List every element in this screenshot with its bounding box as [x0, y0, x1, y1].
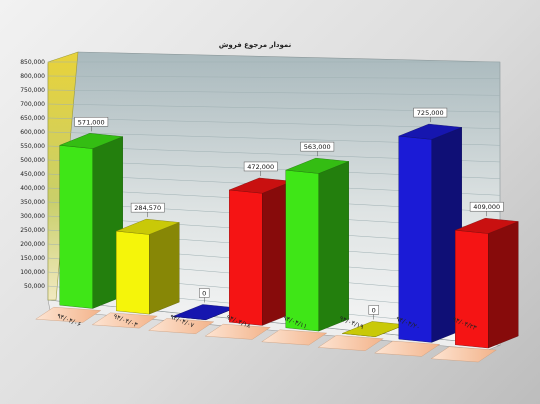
y-tick-label: 700,000 — [20, 101, 45, 108]
value-label: 563,000 — [304, 143, 331, 151]
gridline-h — [47, 75, 501, 79]
y-tick-label: 650,000 — [20, 115, 45, 122]
y-tick-label: 450,000 — [20, 171, 45, 178]
bar-front — [116, 230, 150, 315]
y-tick-label: 200,000 — [20, 241, 45, 248]
value-label: 0 — [372, 306, 376, 314]
y-tick-label: 550,000 — [20, 143, 45, 150]
bar-top — [116, 218, 180, 235]
bar-top — [59, 133, 123, 149]
bar-top — [398, 123, 462, 140]
chart-title: نمودار مرجوع فروش — [219, 41, 292, 49]
y-tick-label: 350,000 — [20, 199, 45, 206]
y-tick-label: 150,000 — [20, 255, 45, 262]
bar-front — [285, 169, 319, 332]
floor-tile — [148, 318, 215, 334]
value-label: 571,000 — [78, 118, 105, 126]
bar-front — [398, 135, 432, 343]
y-tick-label: 250,000 — [20, 227, 45, 234]
bar-front — [229, 189, 263, 326]
bar-front — [59, 145, 93, 309]
y-tick-label: 850,000 — [20, 59, 45, 66]
y-tick-label: 100,000 — [20, 269, 45, 276]
y-tick-label: 50,000 — [24, 283, 45, 290]
bar-side — [318, 161, 349, 332]
floor-tile — [317, 335, 384, 351]
floor-tile — [204, 323, 271, 340]
y-tick-label: 750,000 — [20, 87, 45, 94]
floor-tile — [374, 340, 441, 357]
gridline-h — [47, 89, 501, 96]
value-label: 0 — [202, 289, 206, 297]
floor-tile — [430, 346, 497, 363]
bar-top — [455, 218, 519, 234]
floor-tile — [261, 329, 328, 346]
bar-top — [285, 157, 349, 174]
value-label: 725,000 — [417, 109, 444, 117]
floor-tile — [35, 306, 102, 323]
value-label: 472,000 — [247, 163, 274, 171]
floor-tile — [91, 312, 158, 329]
value-label: 284,570 — [134, 204, 161, 212]
y-tick-label: 300,000 — [20, 213, 45, 220]
bar-side — [149, 222, 180, 315]
bar-side — [488, 221, 519, 349]
y-tick-label: 800,000 — [20, 73, 45, 80]
value-label: 409,000 — [473, 203, 500, 211]
y-tick-label: 500,000 — [20, 157, 45, 164]
y-tick-label: 600,000 — [20, 129, 45, 136]
y-tick-label: 400,000 — [20, 185, 45, 192]
